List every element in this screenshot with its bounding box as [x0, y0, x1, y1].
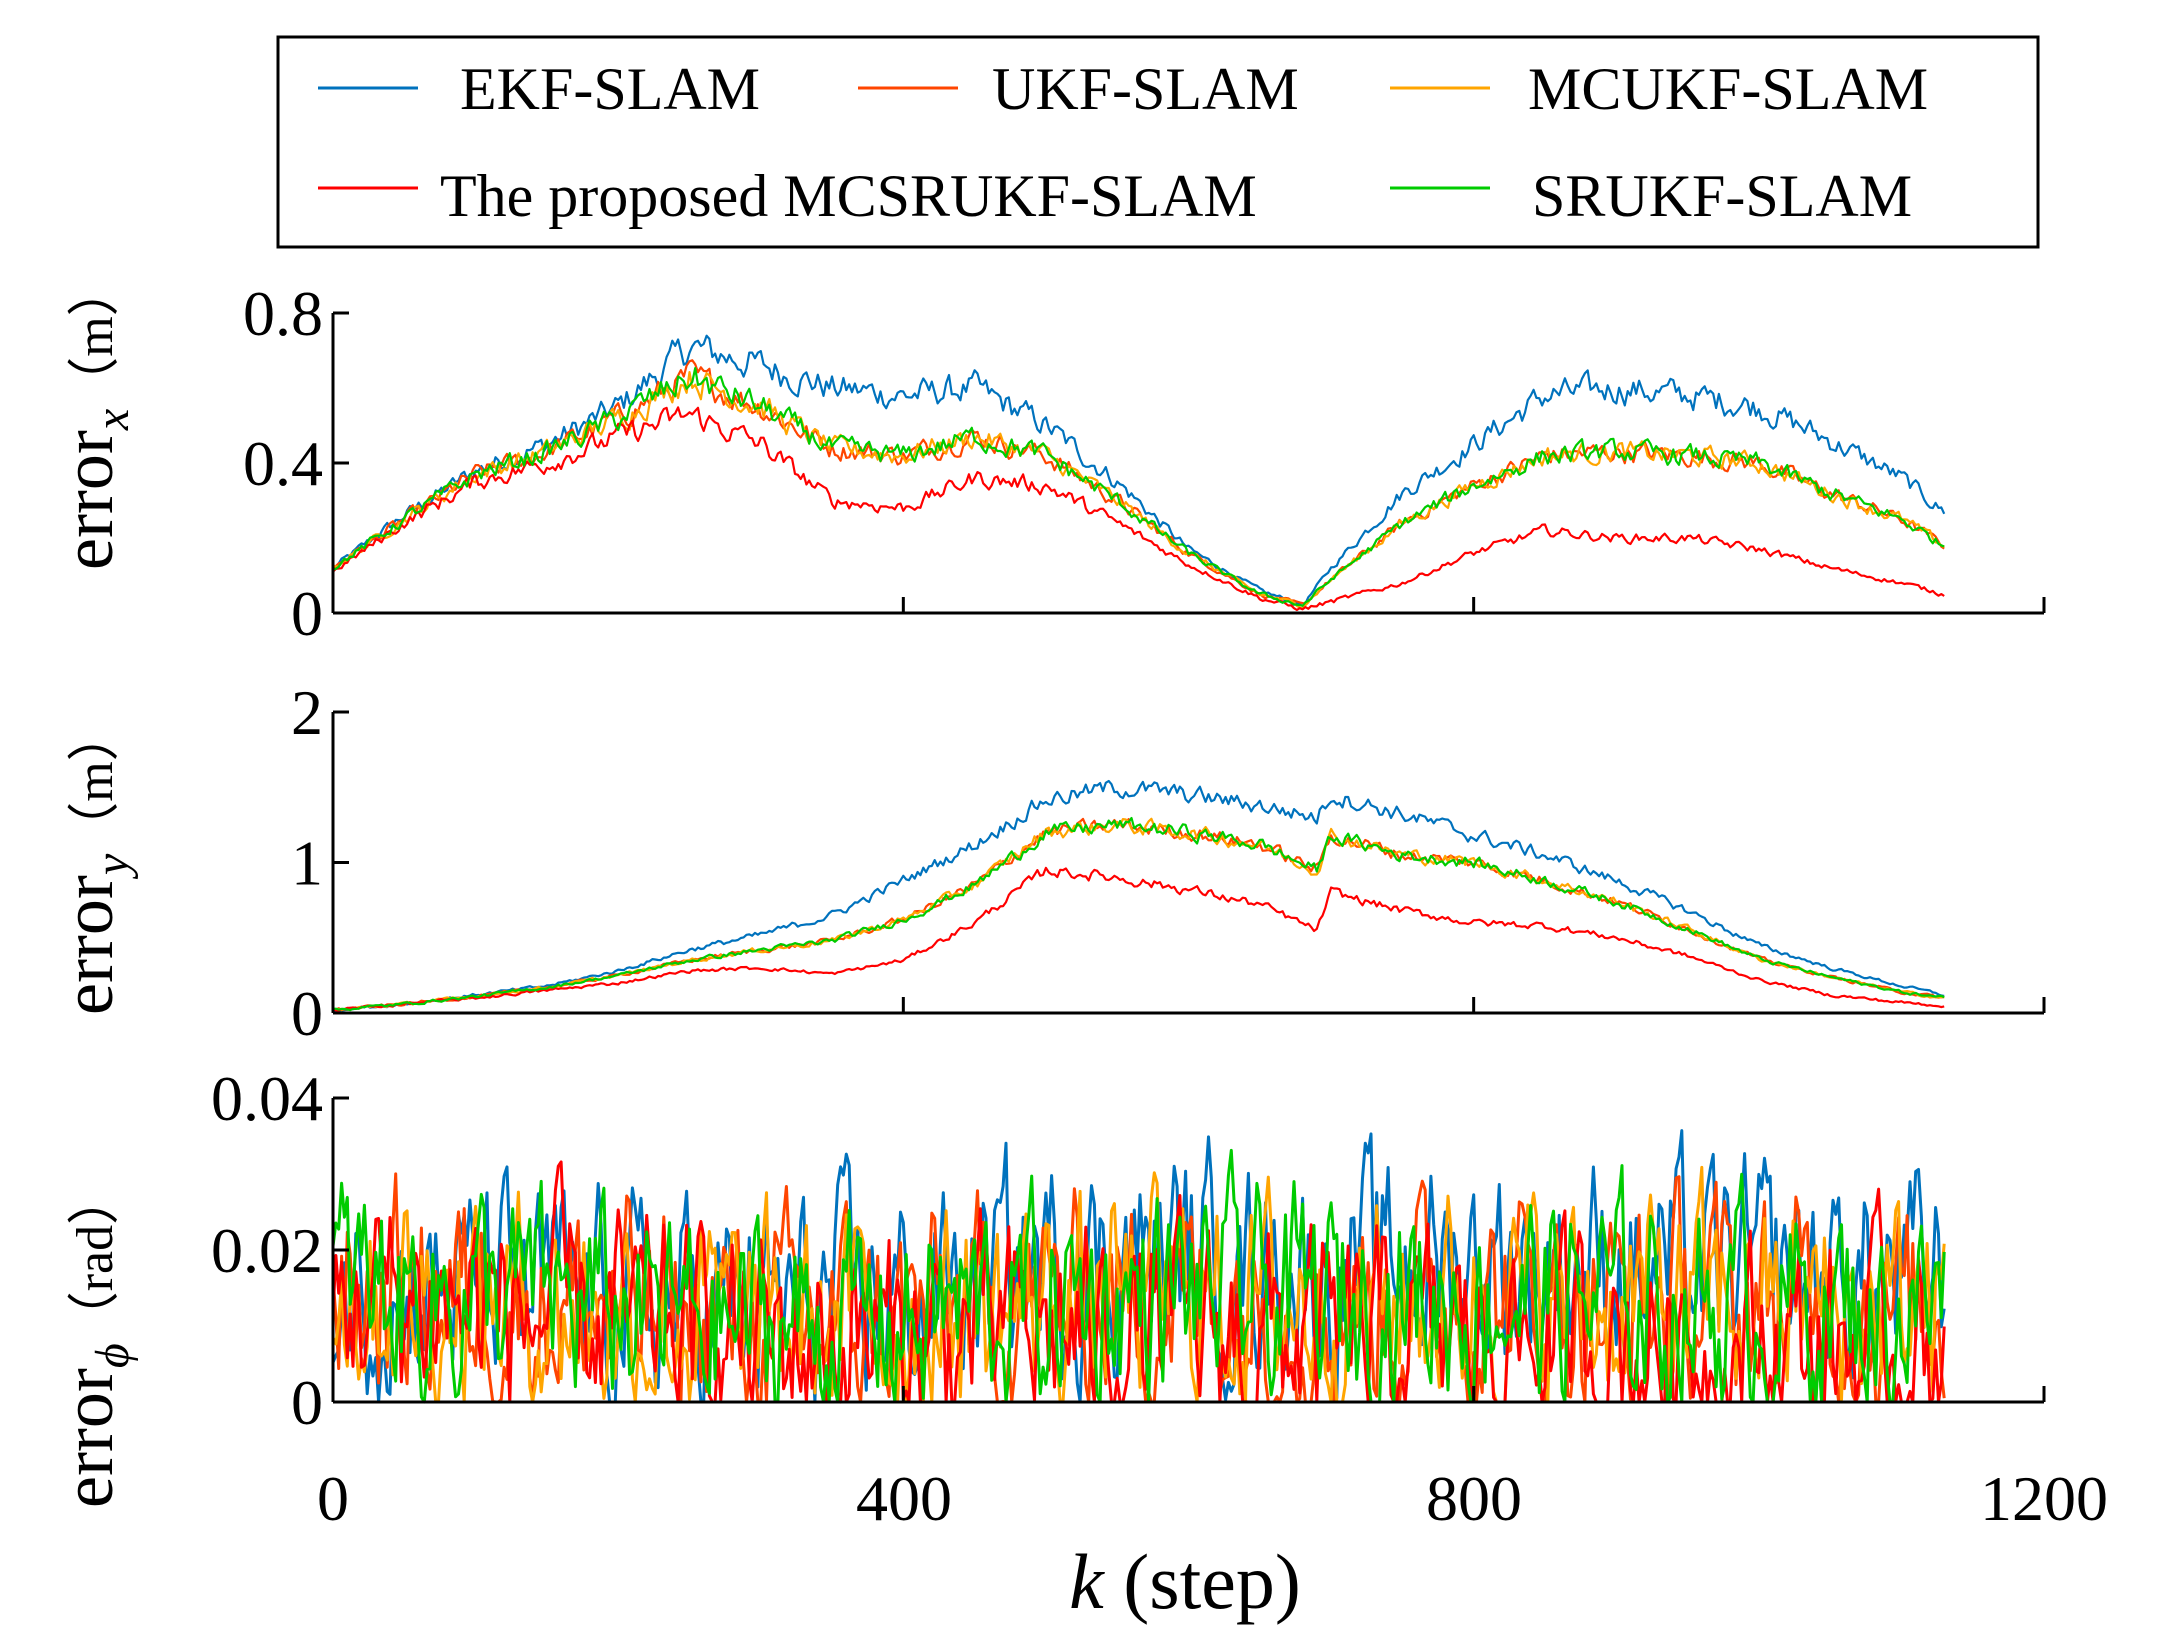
xtick-label: 0: [317, 1463, 349, 1534]
y-tick-label: 0.02: [211, 1215, 323, 1286]
y-tick-label: 0: [291, 978, 323, 1049]
series-line-the-proposed-mcsrukf-slam: [332, 406, 1945, 612]
legend: EKF-SLAM UKF-SLAM MCUKF-SLAM The propose…: [276, 35, 2040, 249]
y-tick-label: 0.8: [243, 278, 323, 349]
y-tick-label: 0: [291, 578, 323, 649]
x-axis-label: k (step): [1069, 1538, 1301, 1625]
y-tick-label: 2: [291, 677, 323, 748]
legend-label-mcsrukf: The proposed MCSRUKF-SLAM: [440, 163, 1257, 229]
series-line-srukf-slam: [333, 816, 1945, 1012]
legend-label-ukf: UKF-SLAM: [992, 56, 1299, 122]
panel-error-x: 0 0.4 0.8: [243, 278, 2046, 649]
xtick-label: 400: [856, 1463, 952, 1534]
series-line-srukf-slam: [331, 1148, 1946, 1404]
y-tick-label: 1: [291, 828, 323, 899]
series-line-mcukf-slam: [332, 817, 1945, 1012]
y-tick-label: 0.4: [243, 428, 323, 499]
legend-label-srukf: SRUKF-SLAM: [1532, 163, 1912, 229]
series-line-ukf-slam: [332, 359, 1945, 605]
y-tick-label: 0.04: [211, 1063, 323, 1134]
panel-error-phi: 0 0.02 0.04: [211, 1063, 2046, 1438]
legend-box: [276, 35, 2040, 249]
legend-label-mcukf: MCUKF-SLAM: [1528, 56, 1928, 122]
series-line-srukf-slam: [332, 367, 1945, 607]
series-line-ekf-slam: [332, 334, 1946, 607]
panel3-ylabel: errorϕ（rad）: [48, 1173, 139, 1508]
legend-label-ekf: EKF-SLAM: [460, 56, 760, 122]
y-tick-label: 0: [291, 1367, 323, 1438]
xtick-label: 800: [1426, 1463, 1522, 1534]
panel-error-y: 0 1 2: [291, 677, 2046, 1049]
panel2-ylabel: errory（m）: [48, 709, 139, 1015]
series-line-ekf-slam: [332, 779, 1945, 1013]
xtick-label: 1200: [1980, 1463, 2108, 1534]
series-line-mcukf-slam: [332, 371, 1945, 610]
series-line-the-proposed-mcsrukf-slam: [332, 866, 1945, 1012]
panel1-ylabel: errorx（m）: [48, 264, 139, 570]
